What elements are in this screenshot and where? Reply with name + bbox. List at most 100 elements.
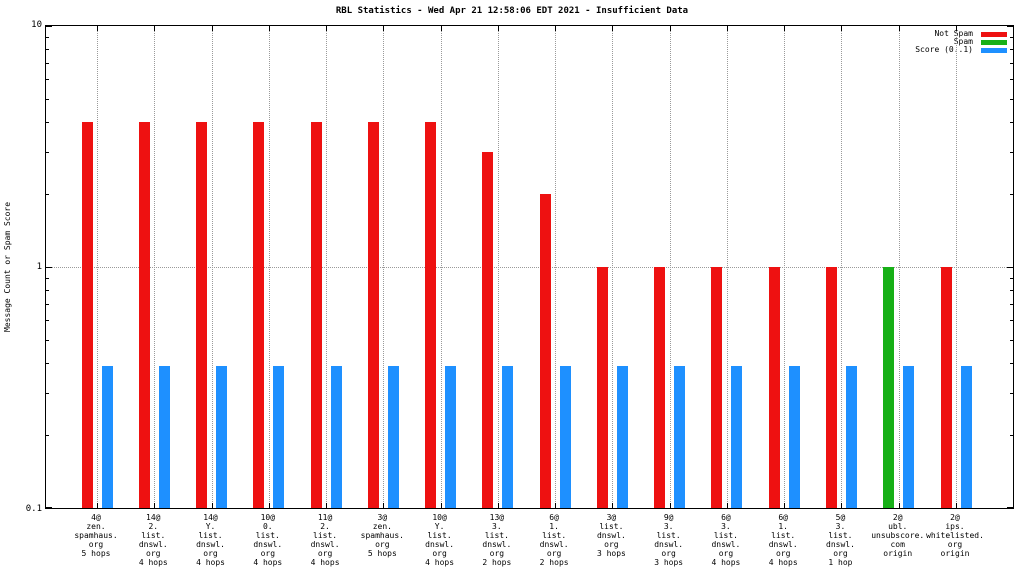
x-tick-mark <box>612 26 614 31</box>
gridline-vertical <box>784 26 786 508</box>
x-axis-label: 13@ 3. list. dnswl. org 2 hops <box>482 513 512 567</box>
y-tick-mark <box>46 63 49 65</box>
bar-not-spam <box>425 121 437 508</box>
x-axis-label: 3@ zen. spamhaus. org 5 hops <box>360 513 404 558</box>
bar-not-spam <box>310 121 322 508</box>
bar-score-0-1 <box>502 365 514 508</box>
bar-not-spam <box>596 267 608 508</box>
x-axis-label: 14@ Y. list. dnswl. org 4 hops <box>196 513 225 567</box>
bar-not-spam <box>196 121 208 508</box>
x-tick-mark <box>956 503 957 508</box>
gridline-vertical <box>669 26 671 508</box>
bar-score-0-1 <box>960 365 972 508</box>
y-tick-mark <box>46 393 49 394</box>
y-tick-mark <box>46 339 49 341</box>
gridline-vertical <box>326 26 328 508</box>
bar-score-0-1 <box>158 365 170 508</box>
x-tick-mark <box>211 26 213 31</box>
x-tick-mark <box>726 503 728 508</box>
x-axis-label: 4@ zen. spamhaus. org 5 hops <box>74 513 118 558</box>
y-tick-mark <box>1010 121 1013 123</box>
x-tick-mark <box>97 503 98 508</box>
not-spam-color-swatch <box>981 31 1007 37</box>
x-tick-mark <box>326 503 328 508</box>
y-tick-mark <box>1010 79 1013 81</box>
gridline-vertical <box>726 26 728 508</box>
y-tick-mark <box>46 152 49 153</box>
y-tick-mark <box>1010 194 1013 196</box>
gridline-vertical <box>154 26 156 508</box>
bar-spam <box>883 267 895 508</box>
bar-score-0-1 <box>788 365 800 508</box>
gridline-vertical <box>956 26 957 508</box>
y-tick-mark <box>46 435 49 437</box>
x-axis-label: 2@ ubl. unsubscore. com origin <box>871 513 925 558</box>
x-tick-mark <box>268 26 270 31</box>
y-tick-mark <box>1010 278 1013 280</box>
y-tick-mark <box>1010 98 1013 100</box>
bar-score-0-1 <box>845 365 857 508</box>
gridline-vertical <box>211 26 213 508</box>
bar-not-spam <box>482 152 494 508</box>
x-tick-mark <box>497 503 499 508</box>
x-tick-mark <box>383 503 385 508</box>
bar-not-spam <box>711 267 723 508</box>
y-tick-label: 0.1 <box>25 504 42 514</box>
x-axis-label: 10@ Y. list. dnswl. org 4 hops <box>425 513 455 567</box>
x-tick-mark <box>841 26 843 31</box>
bar-score-0-1 <box>559 365 571 508</box>
bar-not-spam <box>825 267 837 508</box>
bar-score-0-1 <box>216 365 228 508</box>
legend: Not Spam Spam Score (0..1) <box>915 30 1007 54</box>
legend-label: Not Spam <box>934 29 973 38</box>
gridline-vertical <box>841 26 843 508</box>
bar-not-spam <box>539 194 551 508</box>
x-tick-mark <box>497 26 499 31</box>
y-tick-mark <box>46 304 49 306</box>
gridline-vertical <box>383 26 385 508</box>
bar-not-spam <box>367 121 379 508</box>
bar-not-spam <box>253 121 265 508</box>
x-axis-label: 2@ ips. whitelisted. org origin <box>926 513 984 558</box>
bar-score-0-1 <box>273 365 285 508</box>
y-tick-mark <box>1010 320 1013 322</box>
gridline-vertical <box>97 26 98 508</box>
x-axis-label: 14@ 2. list. dnswl. org 4 hops <box>138 513 168 567</box>
x-axis-label: 6@ 1. list. dnswl. org 2 hops <box>539 513 569 567</box>
y-tick-mark <box>1010 49 1013 51</box>
x-tick-mark <box>841 503 843 508</box>
y-tick-mark <box>1010 304 1013 306</box>
legend-item-spam: Spam <box>915 38 1007 46</box>
y-tick-mark <box>46 37 49 39</box>
x-tick-mark <box>211 503 213 508</box>
gridline-vertical <box>268 26 270 508</box>
x-axis-label: 5@ 3. list. dnswl. org 1 hop <box>826 513 855 567</box>
x-tick-mark <box>440 26 442 31</box>
y-tick-label: 1 <box>36 262 42 272</box>
gridline-horizontal <box>46 267 1013 268</box>
y-tick-label: 10 <box>31 20 42 30</box>
x-tick-mark <box>898 26 900 31</box>
gridline-vertical <box>497 26 499 508</box>
y-tick-mark <box>46 362 49 364</box>
x-tick-mark <box>440 503 442 508</box>
y-tick-mark <box>46 49 49 51</box>
y-tick-mark <box>46 320 49 322</box>
y-tick-mark <box>1010 63 1013 65</box>
gridline-vertical <box>555 26 557 508</box>
bar-score-0-1 <box>674 365 686 508</box>
chart-title: RBL Statistics - Wed Apr 21 12:58:06 EDT… <box>335 6 689 16</box>
y-tick-mark <box>1010 339 1013 341</box>
score-color-swatch <box>981 47 1007 53</box>
y-tick-mark <box>46 121 49 123</box>
y-tick-mark <box>1010 393 1013 394</box>
x-tick-mark <box>612 503 614 508</box>
y-tick-mark <box>46 278 49 280</box>
x-axis-label: 6@ 3. list. dnswl. org 4 hops <box>711 513 741 567</box>
y-tick-mark <box>1010 37 1013 39</box>
bar-not-spam <box>138 121 150 508</box>
x-tick-mark <box>268 503 270 508</box>
y-tick-mark <box>46 26 52 27</box>
x-axis-label: 9@ 3. list. dnswl. org 3 hops <box>654 513 684 567</box>
